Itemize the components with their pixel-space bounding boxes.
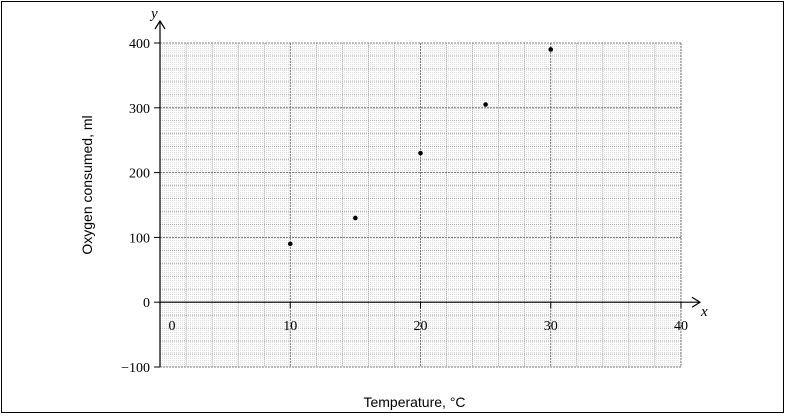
data-point [483, 102, 488, 107]
x-tick-label: 0 [169, 319, 176, 334]
tick-labels: 0 10 20 30 40 −100 0 100 200 300 400 [121, 37, 688, 376]
x-tick-label: 10 [283, 319, 297, 334]
y-tick-label: 200 [129, 167, 150, 182]
data-point [418, 150, 423, 156]
x-axis-title: Temperature, °C [363, 394, 465, 410]
x-axis-arrow [691, 296, 702, 308]
y-axis-letter: y [149, 6, 158, 22]
axes [154, 19, 702, 367]
y-tick-label: 0 [143, 296, 150, 311]
y-tick-label: 300 [129, 102, 150, 117]
data-point [353, 215, 358, 221]
y-tick-label: −100 [121, 361, 150, 376]
y-tick-label: 100 [129, 231, 150, 246]
x-axis-letter: x [700, 304, 708, 320]
x-tick-label: 20 [414, 319, 428, 334]
y-axis-title: Oxygen consumed, ml [79, 115, 95, 254]
data-points [287, 47, 554, 247]
y-axis-arrow [154, 19, 166, 30]
x-tick-label: 30 [544, 319, 558, 334]
y-tick-label: 400 [129, 37, 150, 52]
x-tick-label: 40 [674, 319, 688, 334]
data-point [287, 241, 293, 247]
data-point [548, 47, 554, 52]
